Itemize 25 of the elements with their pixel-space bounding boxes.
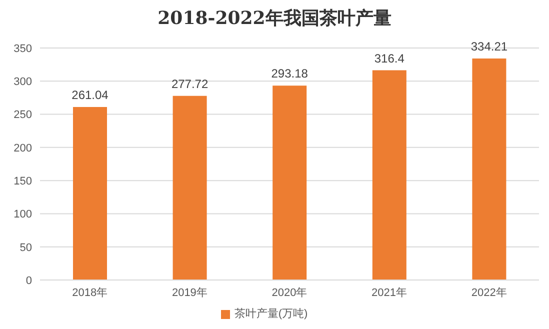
- data-label: 293.18: [271, 66, 308, 81]
- y-tick-label: 50: [20, 242, 32, 254]
- x-tick-label: 2021年: [372, 286, 408, 299]
- y-tick-label: 350: [14, 42, 32, 55]
- data-label: 316.4: [374, 51, 405, 66]
- legend-label: 茶叶产量(万吨): [234, 308, 308, 320]
- bar: [272, 86, 307, 280]
- y-tick-label: 150: [14, 175, 32, 188]
- bar: [172, 96, 207, 280]
- x-tick-label: 2020年: [272, 286, 308, 299]
- chart-title: 2018-2022年我国茶叶产量: [156, 7, 392, 30]
- x-tick-label: 2018年: [72, 286, 108, 299]
- y-tick-label: 300: [14, 76, 32, 88]
- x-tick-label: 2022年: [471, 286, 507, 299]
- bar: [73, 106, 107, 280]
- y-tick-label: 0: [26, 274, 32, 287]
- bar: [472, 58, 506, 280]
- y-tick-label: 200: [14, 142, 32, 154]
- y-tick-label: 100: [14, 208, 32, 221]
- data-label: 261.04: [72, 88, 109, 102]
- x-tick-label: 2019年: [172, 286, 208, 299]
- bar: [372, 70, 406, 280]
- data-label: 277.72: [171, 76, 208, 91]
- y-tick-label: 250: [14, 109, 32, 122]
- data-label: 334.21: [470, 39, 508, 54]
